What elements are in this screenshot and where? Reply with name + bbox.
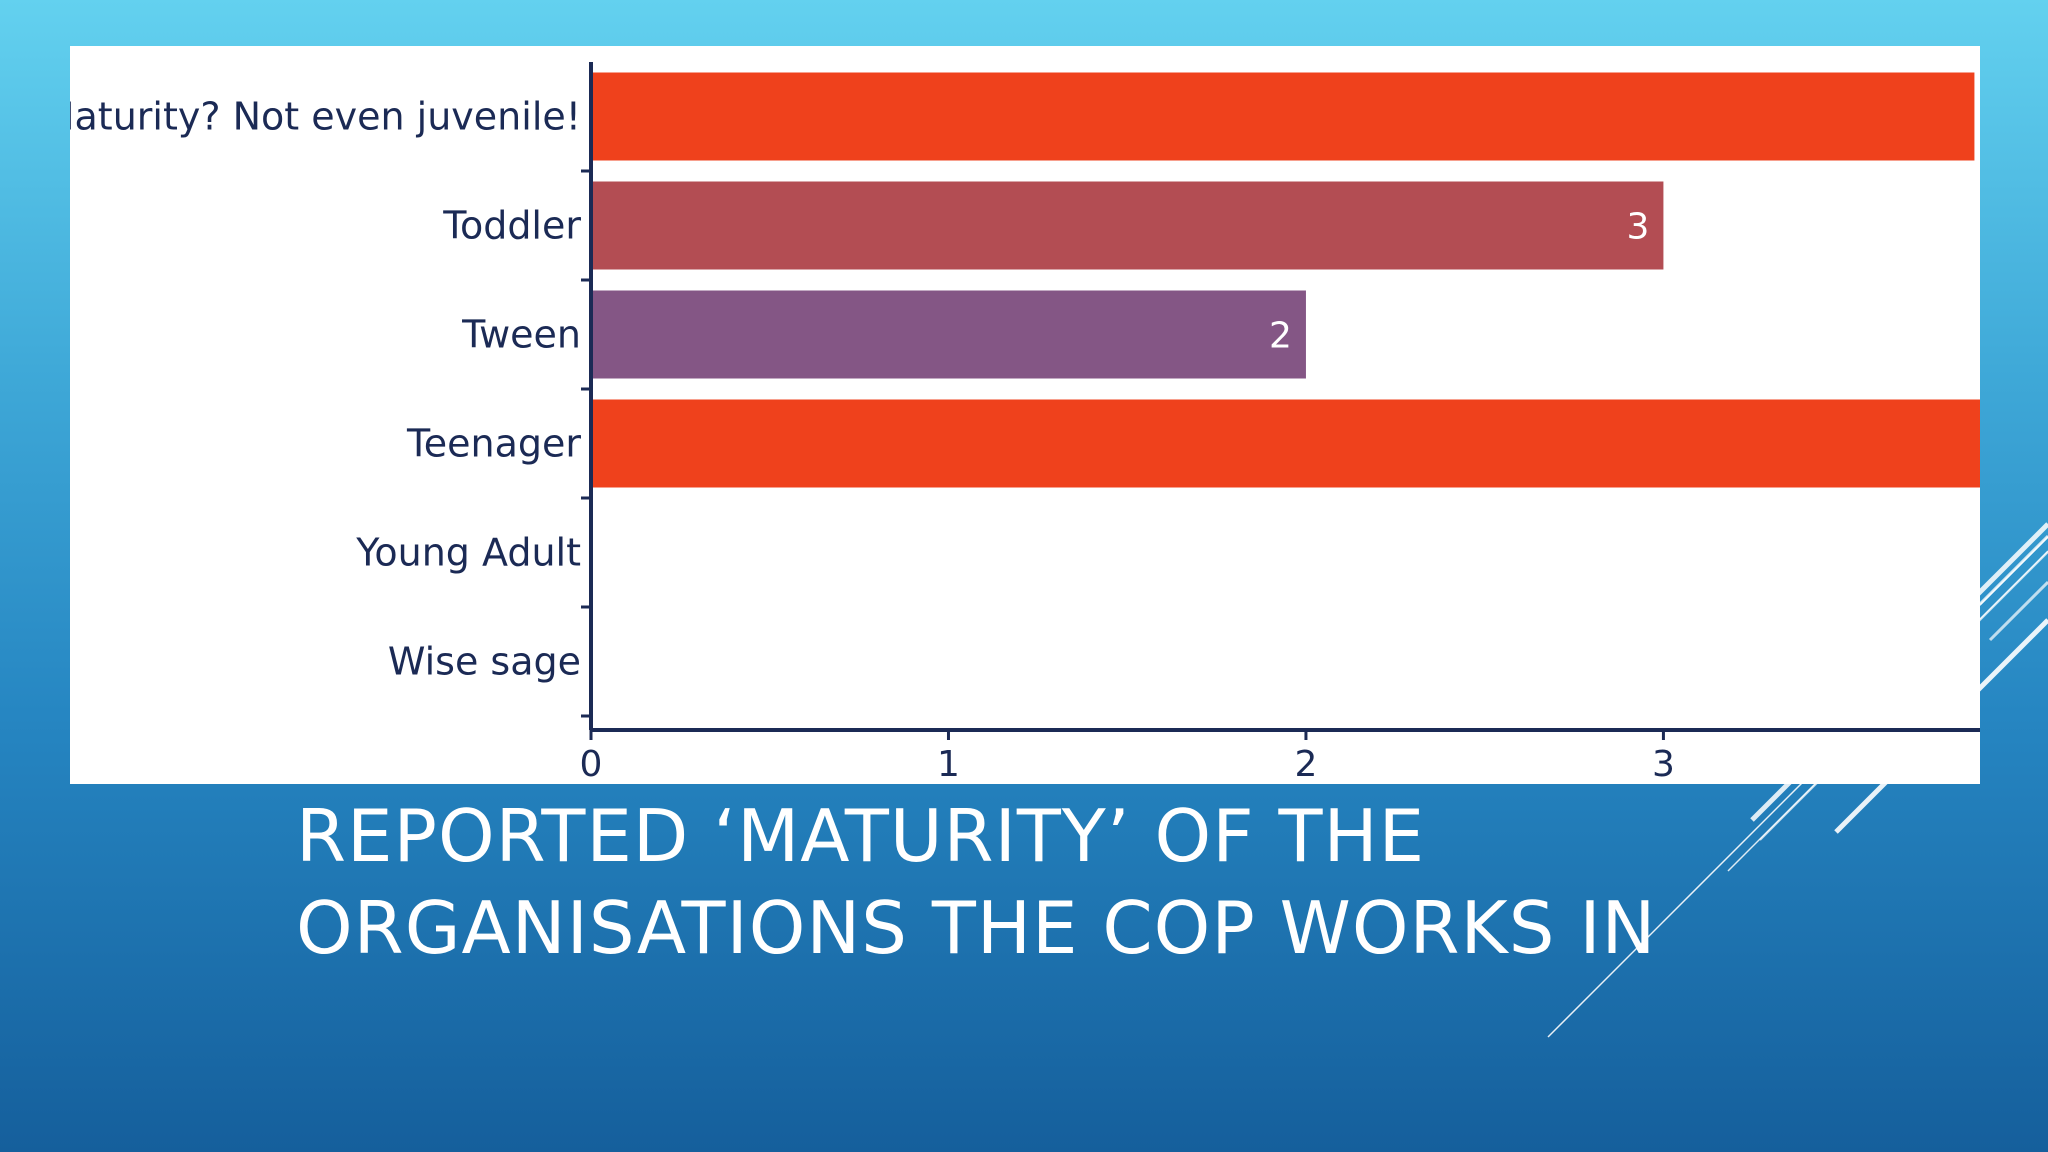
bar <box>593 72 1975 161</box>
value-label-group: 32 <box>1269 207 1649 357</box>
bar-value-label: 3 <box>1627 207 1650 248</box>
x-tick-label: 0 <box>580 744 603 784</box>
bar <box>593 181 1664 270</box>
slide-title-line-1: REPORTED ‘MATURITY’ OF THE <box>296 794 1426 878</box>
category-label: Teenager <box>406 422 581 466</box>
slide-title-line-2: ORGANISATIONS THE COP WORKS IN <box>296 886 1657 970</box>
tick-label-group: 0 1 2 3 <box>580 744 1675 784</box>
category-label: Tween <box>461 313 581 357</box>
bar-value-label: 2 <box>1269 316 1292 357</box>
bar-group <box>593 72 1980 488</box>
bar <box>593 399 1980 488</box>
category-label: Young Adult <box>355 531 581 575</box>
category-label: Toddler <box>442 204 581 248</box>
decor-line <box>1988 580 2048 642</box>
axes-group <box>581 62 1980 740</box>
category-label: Maturity? Not even juvenile! <box>70 95 581 139</box>
slide-title: REPORTED ‘MATURITY’ OF THE ORGANISATIONS… <box>296 790 1796 974</box>
x-tick-label: 1 <box>937 744 960 784</box>
category-label-group: Maturity? Not even juvenile! Toddler Tween… <box>70 95 581 684</box>
decor-line <box>1978 534 2048 606</box>
category-label: Wise sage <box>388 640 581 684</box>
bar <box>593 290 1306 379</box>
bar-chart: 32 Maturity? Not even juvenile!ToddlerTw… <box>70 62 1980 784</box>
x-tick-label: 3 <box>1652 744 1675 784</box>
x-tick-label: 2 <box>1294 744 1317 784</box>
